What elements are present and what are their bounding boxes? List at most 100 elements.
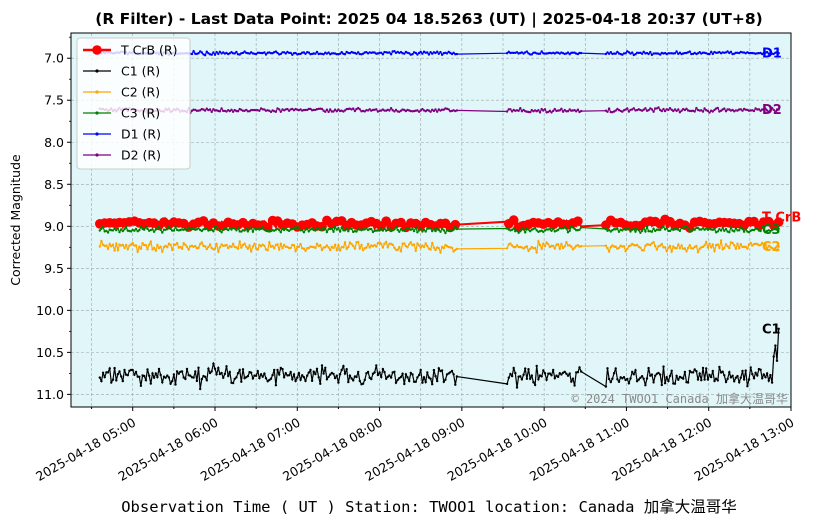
data-point — [124, 243, 128, 247]
data-point — [389, 107, 393, 110]
data-point — [338, 249, 342, 252]
data-point — [258, 109, 261, 113]
data-point — [621, 110, 624, 113]
data-point — [432, 228, 436, 231]
data-point — [738, 381, 741, 384]
data-point — [330, 110, 333, 113]
data-point — [419, 50, 422, 54]
data-point — [629, 244, 632, 247]
data-point — [455, 375, 459, 378]
data-point — [164, 376, 167, 379]
plot-frame — [70, 32, 792, 408]
data-point — [167, 242, 171, 245]
data-point — [522, 228, 525, 231]
data-point — [705, 227, 708, 230]
data-point — [747, 243, 751, 246]
data-point — [200, 51, 203, 54]
data-point — [429, 110, 432, 114]
data-point — [751, 372, 754, 376]
data-point — [363, 378, 366, 382]
data-point — [680, 244, 683, 247]
data-point — [370, 227, 373, 231]
data-point — [108, 242, 111, 246]
data-point — [240, 246, 243, 249]
data-point — [713, 379, 716, 383]
data-point — [320, 107, 324, 111]
data-point — [757, 108, 761, 111]
data-point — [101, 226, 105, 229]
data-point — [560, 373, 563, 376]
data-point — [261, 375, 264, 378]
data-point — [355, 52, 358, 55]
data-point — [609, 380, 612, 384]
data-point — [151, 228, 154, 231]
data-point — [739, 108, 742, 111]
data-point — [568, 372, 571, 375]
data-point — [731, 374, 734, 377]
data-point — [444, 231, 447, 235]
data-point — [148, 243, 151, 246]
legend-label: T CrB (R) — [120, 43, 177, 58]
data-point — [510, 110, 514, 113]
data-point — [668, 374, 672, 378]
data-point — [578, 366, 581, 369]
data-point — [139, 384, 143, 387]
data-point — [319, 244, 322, 247]
data-point — [174, 225, 177, 229]
data-point — [739, 226, 742, 229]
data-point — [632, 227, 635, 231]
legend-item: C1 (R) — [83, 64, 160, 79]
data-point — [243, 242, 246, 245]
data-point — [383, 109, 386, 112]
data-point — [210, 228, 213, 231]
data-point — [162, 245, 166, 249]
data-point — [543, 372, 547, 375]
data-point — [644, 107, 647, 110]
data-point — [645, 225, 649, 228]
data-point — [426, 51, 429, 54]
data-point — [450, 369, 454, 373]
data-point — [235, 50, 238, 54]
data-point — [571, 226, 575, 229]
data-point — [427, 109, 431, 112]
data-point — [294, 250, 297, 253]
data-point — [670, 250, 673, 253]
data-point — [314, 229, 317, 232]
data-point — [667, 246, 670, 249]
data-point — [770, 107, 774, 110]
data-point — [179, 245, 182, 249]
data-point — [617, 380, 621, 383]
data-point — [759, 368, 762, 371]
data-point — [696, 52, 700, 55]
data-point — [424, 242, 427, 245]
data-point — [251, 245, 255, 248]
data-point — [233, 377, 236, 381]
data-point — [663, 382, 667, 385]
data-point — [522, 247, 525, 250]
data-point — [120, 228, 123, 231]
data-point — [705, 240, 708, 244]
data-point — [414, 226, 417, 229]
data-point — [106, 247, 110, 251]
data-point — [342, 364, 345, 368]
data-point — [764, 243, 767, 246]
data-point — [333, 108, 337, 111]
data-point — [542, 230, 545, 234]
data-point — [640, 229, 644, 233]
data-point — [210, 53, 213, 56]
data-point — [659, 53, 662, 56]
data-point — [401, 372, 404, 375]
data-point — [635, 380, 639, 383]
data-point — [225, 51, 228, 55]
data-point — [654, 107, 657, 110]
data-point — [319, 228, 322, 232]
data-point — [343, 53, 347, 56]
data-point — [398, 245, 401, 249]
data-point — [522, 108, 525, 112]
data-point — [668, 229, 672, 233]
data-point — [154, 228, 157, 231]
data-point — [736, 229, 739, 232]
data-point — [686, 226, 690, 230]
data-point — [575, 229, 578, 232]
